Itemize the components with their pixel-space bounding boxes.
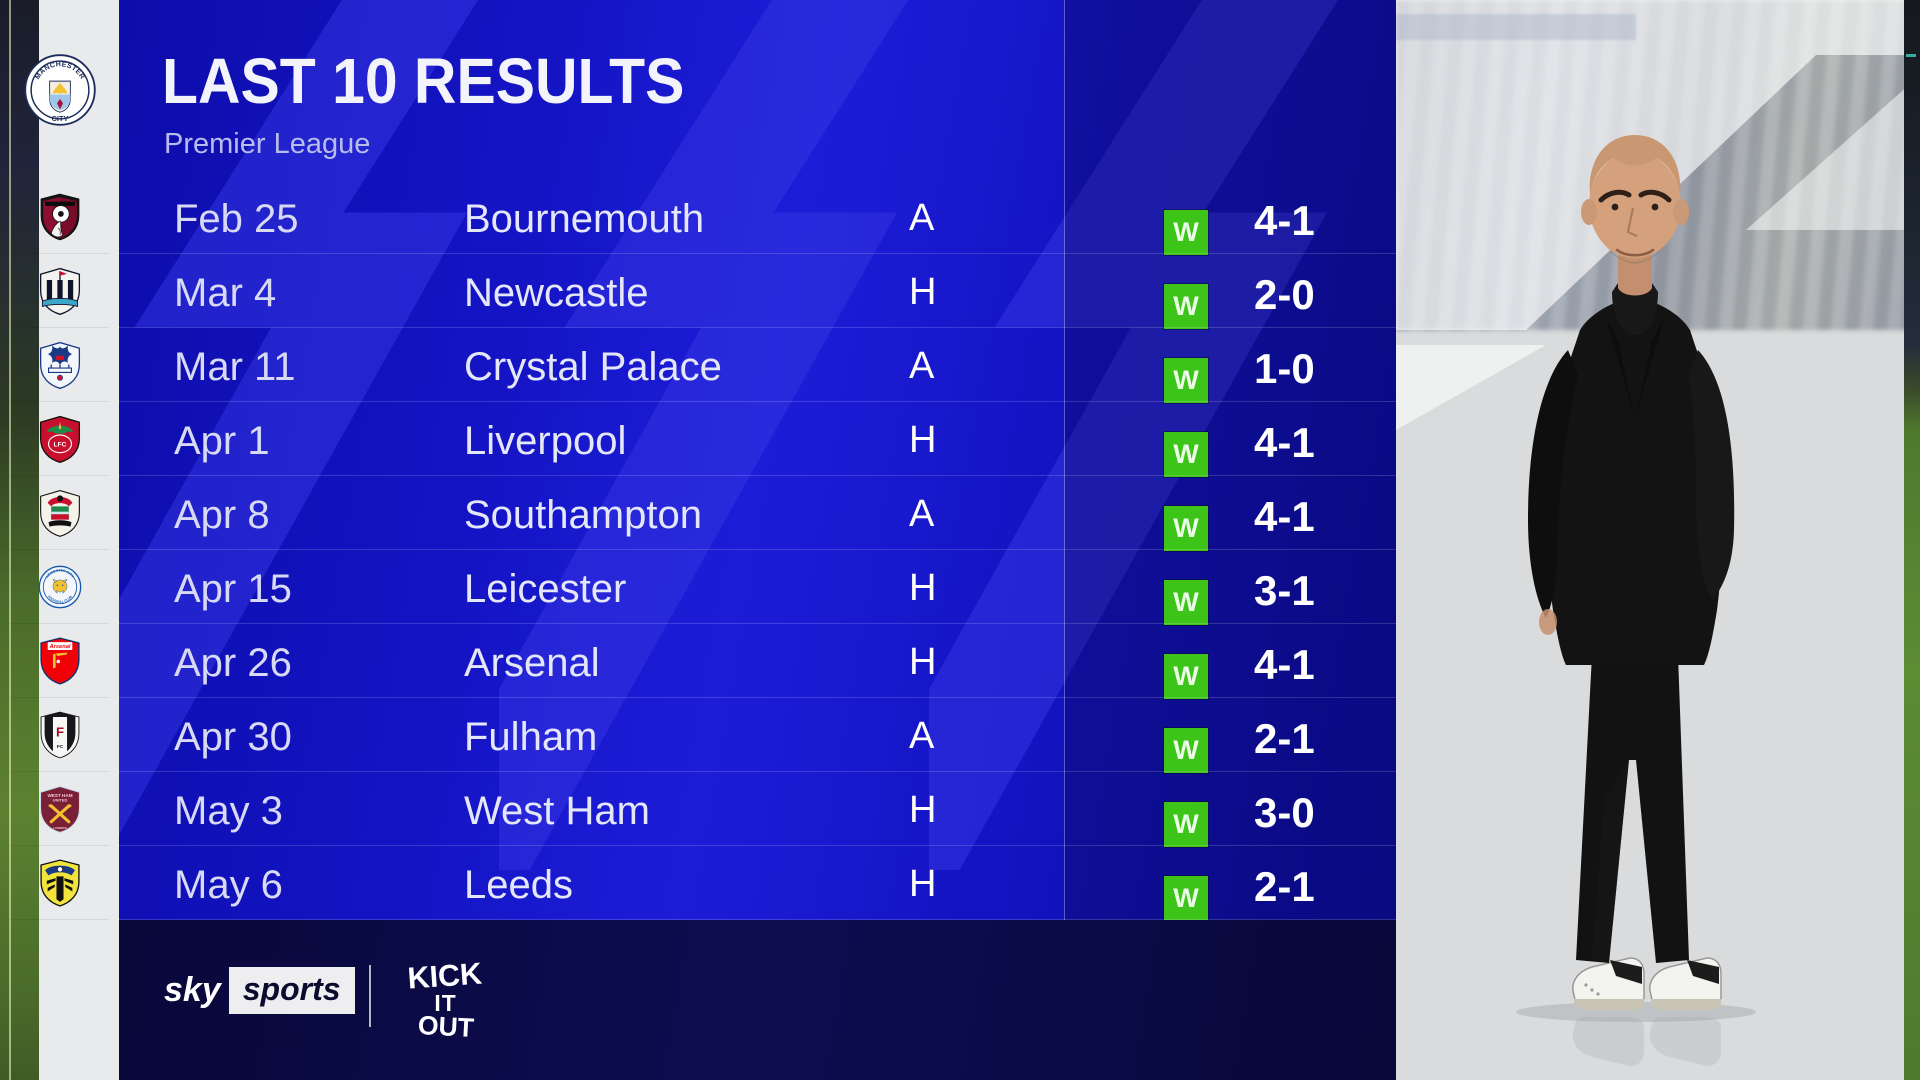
svg-text:UNITED: UNITED <box>52 798 67 803</box>
svg-text:F: F <box>55 724 63 739</box>
svg-text:CITY: CITY <box>51 114 68 123</box>
svg-text:LFC: LFC <box>53 441 66 448</box>
svg-text:FC: FC <box>56 744 63 750</box>
svg-text:LONDON: LONDON <box>53 826 67 830</box>
svg-text:Arsenal: Arsenal <box>48 644 70 650</box>
svg-text:OUT: OUT <box>417 1010 475 1043</box>
